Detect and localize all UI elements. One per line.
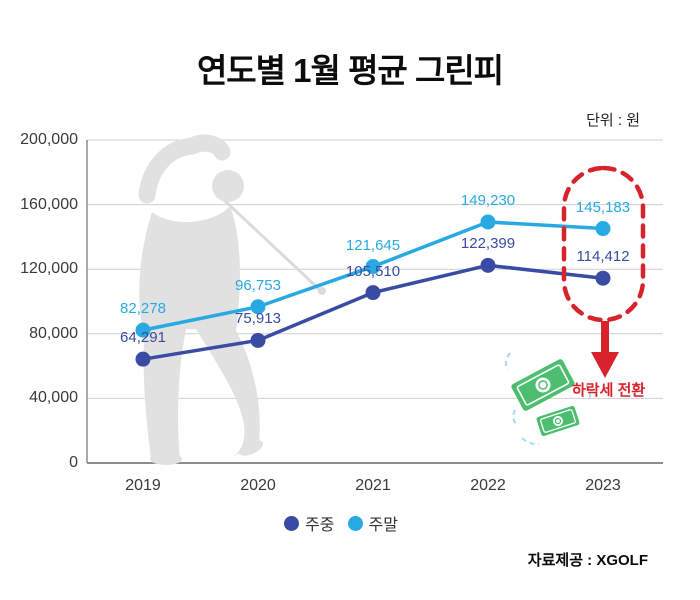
golfer-right-foot xyxy=(238,440,264,456)
down-arrow-icon xyxy=(591,352,619,378)
banknote-small xyxy=(536,405,580,437)
golf-club-head xyxy=(318,287,326,295)
highlight-dashed-ellipse xyxy=(561,165,646,323)
weekend-value-label-2023: 145,183 xyxy=(575,198,631,216)
weekend-value-label-2022: 149,230 xyxy=(460,191,516,209)
weekday-point-2020 xyxy=(250,332,266,348)
weekday-value-label-2022: 122,399 xyxy=(460,235,516,253)
money-motion-line xyxy=(585,384,591,401)
golfer-right-leg xyxy=(194,322,260,456)
y-tick-label: 80,000 xyxy=(29,324,78,342)
money-motion-line xyxy=(512,409,517,425)
x-tick-label-2020: 2020 xyxy=(240,477,276,494)
weekend-value-label-2019: 82,278 xyxy=(120,300,166,318)
y-tick-label: 0 xyxy=(69,454,78,471)
weekend-point-2021 xyxy=(365,259,381,275)
series-layer xyxy=(135,214,611,367)
weekday-point-2022 xyxy=(480,257,496,273)
weekday-point-2019 xyxy=(135,351,151,367)
legend-label-weekday: 주중 xyxy=(305,517,335,534)
x-tick-label-2021: 2021 xyxy=(355,477,391,494)
y-tick-label: 40,000 xyxy=(29,389,78,407)
falling-money-icon xyxy=(504,352,591,446)
weekend-value-label-2020: 96,753 xyxy=(235,276,281,294)
page-title: 연도별 1월 평균 그린피 xyxy=(196,52,504,89)
legend: 주중 주말 xyxy=(0,511,682,535)
weekday-point-2021 xyxy=(365,285,381,301)
weekend-point-2023 xyxy=(595,221,611,237)
money-motion-line xyxy=(504,352,511,371)
weekday-dot-icon xyxy=(284,515,300,531)
weekend-point-2020 xyxy=(250,299,266,315)
golf-club-line xyxy=(222,198,322,292)
golfer-torso xyxy=(139,206,240,331)
x-tick-label-2019: 2019 xyxy=(125,477,161,494)
golfer-arms xyxy=(138,134,231,204)
weekday-value-label-2019: 64,291 xyxy=(120,329,166,347)
weekday-value-label-2023: 114,412 xyxy=(576,248,630,266)
source-credit: 자료제공 : XGOLF xyxy=(527,552,648,569)
y-tick-label: 160,000 xyxy=(20,195,78,213)
banknote-large xyxy=(511,359,575,411)
unit-label: 단위 : 원 xyxy=(586,112,640,129)
golfer-watermark-icon xyxy=(138,134,326,465)
y-tick-label: 200,000 xyxy=(20,131,78,148)
decline-annotation-label: 하락세 전환 xyxy=(572,382,646,399)
weekday-value-label-2020: 75,913 xyxy=(235,310,281,328)
golfer-left-foot xyxy=(150,453,182,465)
y-tick-label: 120,000 xyxy=(20,260,78,278)
legend-item-weekday: 주중 xyxy=(284,511,335,535)
money-motion-line xyxy=(521,437,540,446)
weekend-point-2022 xyxy=(480,214,496,230)
weekend-value-label-2021: 121,645 xyxy=(345,236,401,254)
x-tick-label-2023: 2023 xyxy=(585,477,621,494)
legend-item-weekend: 주말 xyxy=(347,511,398,535)
x-tick-label-2022: 2022 xyxy=(470,477,506,494)
legend-label-weekend: 주말 xyxy=(368,517,398,534)
weekday-point-2023 xyxy=(595,270,611,286)
decline-annotation xyxy=(561,165,646,378)
weekday-value-label-2021: 105,510 xyxy=(345,262,401,280)
weekend-dot-icon xyxy=(347,515,363,531)
weekend-point-2019 xyxy=(135,322,151,338)
golfer-head xyxy=(212,170,244,202)
